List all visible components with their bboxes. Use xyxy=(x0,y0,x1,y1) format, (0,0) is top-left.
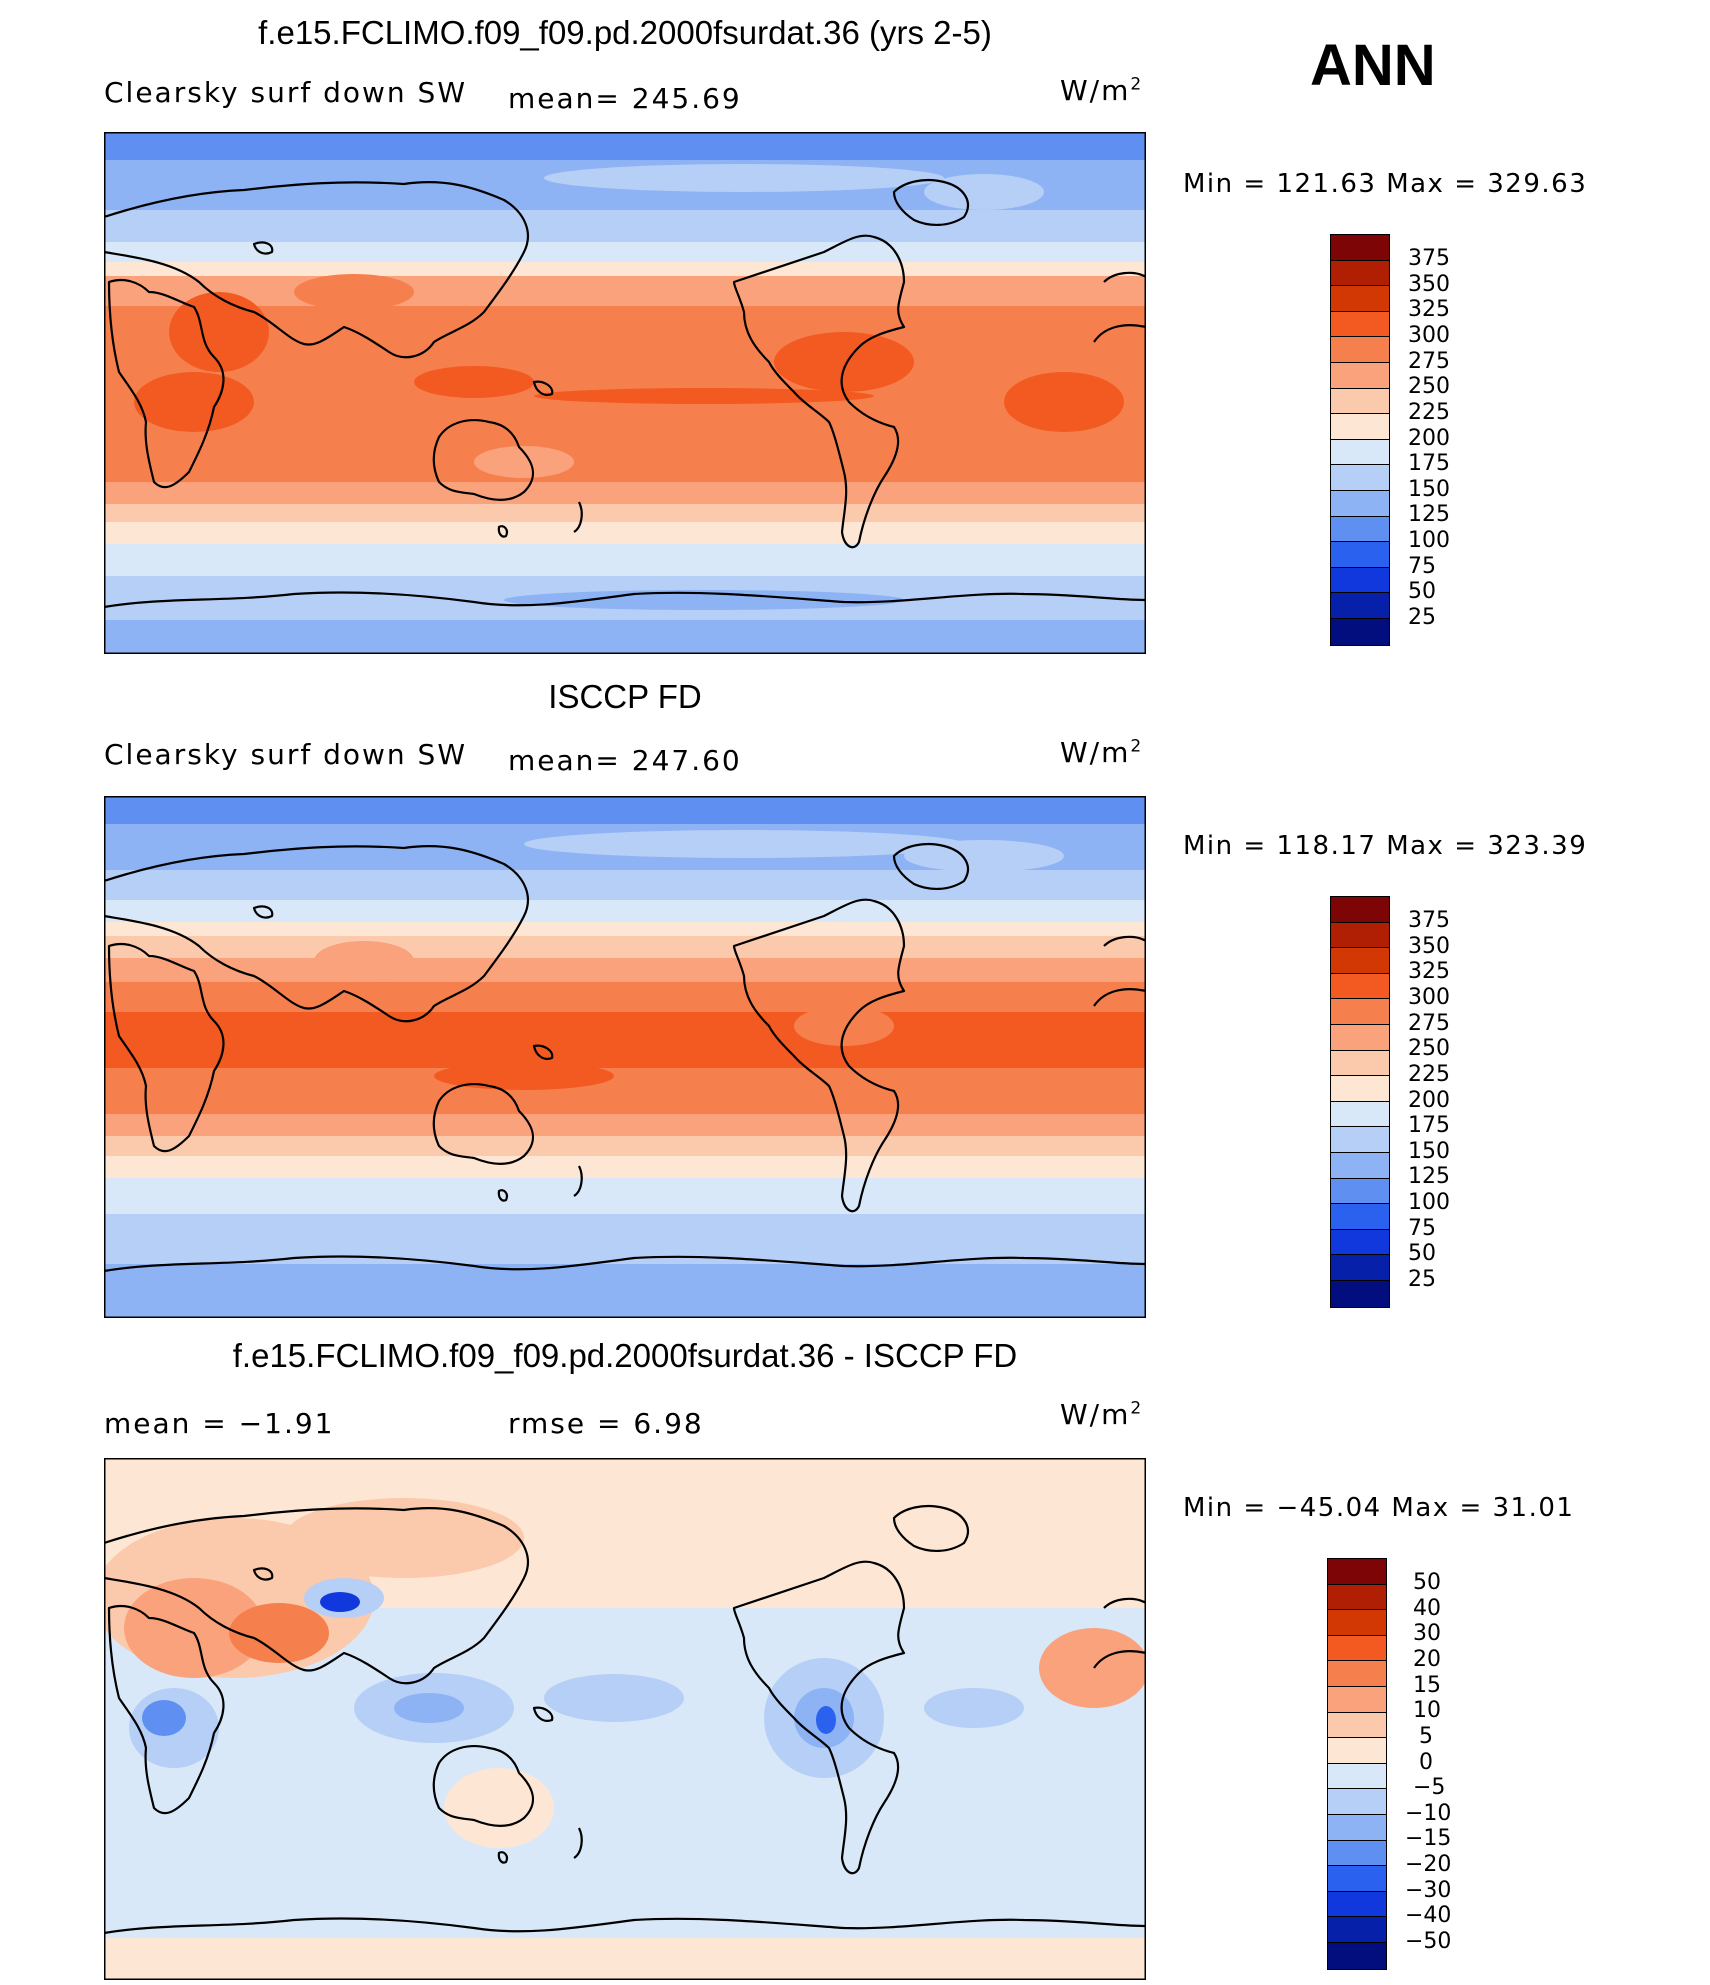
colorbar-label: 200 xyxy=(1408,1088,1450,1113)
colorbar-label: −20 xyxy=(1405,1852,1452,1877)
colorbar-label: 350 xyxy=(1408,934,1450,959)
colorbar-label: 25 xyxy=(1408,605,1436,630)
colorbar-label: 25 xyxy=(1408,1267,1436,1292)
panel-2-title: ISCCP FD xyxy=(548,678,702,715)
panel-3-map xyxy=(104,1458,1146,1980)
colorbar-label: 225 xyxy=(1408,400,1450,425)
colorbar-label: −50 xyxy=(1405,1929,1452,1954)
colorbar-label: 225 xyxy=(1408,1062,1450,1087)
colorbar-label: 175 xyxy=(1408,1113,1450,1138)
colorbar-label: 50 xyxy=(1408,579,1436,604)
colorbar-label: 125 xyxy=(1408,1164,1450,1189)
panel-1-title: f.e15.FCLIMO.f09_f09.pd.2000fsurdat.36 (… xyxy=(258,14,992,51)
colorbar-label: −40 xyxy=(1405,1903,1452,1928)
colorbar-label: 275 xyxy=(1408,1011,1450,1036)
colorbar-label: 100 xyxy=(1408,528,1450,553)
panel-1-mean-label: mean= 245.69 xyxy=(508,82,742,115)
panel-2-variable-label: Clearsky surf down SW xyxy=(104,738,468,771)
colorbar-label: −10 xyxy=(1405,1801,1452,1826)
colorbar-label: 40 xyxy=(1413,1596,1441,1621)
colorbar-label: −15 xyxy=(1405,1826,1452,1851)
colorbar-label: −30 xyxy=(1405,1878,1452,1903)
colorbar-label: 75 xyxy=(1408,554,1436,579)
colorbar-label: 150 xyxy=(1408,477,1450,502)
units-exponent: 2 xyxy=(1130,736,1142,757)
colorbar-label: 250 xyxy=(1408,1036,1450,1061)
panel-2-map xyxy=(104,796,1146,1318)
units-exponent: 2 xyxy=(1130,74,1142,95)
panel-2-minmax: Min = 118.17 Max = 323.39 xyxy=(1183,831,1588,861)
colorbar-label: 200 xyxy=(1408,426,1450,451)
panel-2-units: W/m2 xyxy=(1060,736,1141,769)
units-text: W/m xyxy=(1060,74,1131,107)
panel-3-minmax: Min = −45.04 Max = 31.01 xyxy=(1183,1493,1575,1523)
colorbar-label: 0 xyxy=(1419,1750,1433,1775)
units-exponent: 2 xyxy=(1130,1398,1142,1419)
colorbar-label: 250 xyxy=(1408,374,1450,399)
panel-1-minmax: Min = 121.63 Max = 329.63 xyxy=(1183,169,1588,199)
panel-1-units: W/m2 xyxy=(1060,74,1141,107)
colorbar-label: 125 xyxy=(1408,502,1450,527)
colorbar-label: 30 xyxy=(1413,1621,1441,1646)
colorbar-label: 50 xyxy=(1413,1570,1441,1595)
units-text: W/m xyxy=(1060,736,1131,769)
panel-2-mean-label: mean= 247.60 xyxy=(508,744,742,777)
colorbar-label: 325 xyxy=(1408,959,1450,984)
colorbar-label: 325 xyxy=(1408,297,1450,322)
units-text: W/m xyxy=(1060,1398,1131,1431)
panel-1-variable-label: Clearsky surf down SW xyxy=(104,76,468,109)
colorbar-label: 15 xyxy=(1413,1673,1441,1698)
colorbar-label: −5 xyxy=(1413,1775,1446,1800)
panel-3-units: W/m2 xyxy=(1060,1398,1141,1431)
colorbar-label: 300 xyxy=(1408,985,1450,1010)
colorbar-label: 5 xyxy=(1419,1724,1433,1749)
colorbar-label: 275 xyxy=(1408,349,1450,374)
colorbar-label: 10 xyxy=(1413,1698,1441,1723)
colorbar-label: 375 xyxy=(1408,246,1450,271)
panel-3-rmse-label: rmse = 6.98 xyxy=(508,1407,704,1440)
panel-3-mean-label: mean = −1.91 xyxy=(104,1407,335,1440)
colorbar-label: 375 xyxy=(1408,908,1450,933)
colorbar-label: 175 xyxy=(1408,451,1450,476)
colorbar-label: 100 xyxy=(1408,1190,1450,1215)
colorbar-label: 50 xyxy=(1408,1241,1436,1266)
colorbar-label: 350 xyxy=(1408,272,1450,297)
panel-3-title: f.e15.FCLIMO.f09_f09.pd.2000fsurdat.36 -… xyxy=(232,1337,1018,1374)
colorbar-label: 300 xyxy=(1408,323,1450,348)
colorbar-label: 20 xyxy=(1413,1647,1441,1672)
colorbar-label: 75 xyxy=(1408,1216,1436,1241)
colorbar-label: 150 xyxy=(1408,1139,1450,1164)
season-label: ANN xyxy=(1310,33,1436,98)
panel-1-map xyxy=(104,132,1146,654)
